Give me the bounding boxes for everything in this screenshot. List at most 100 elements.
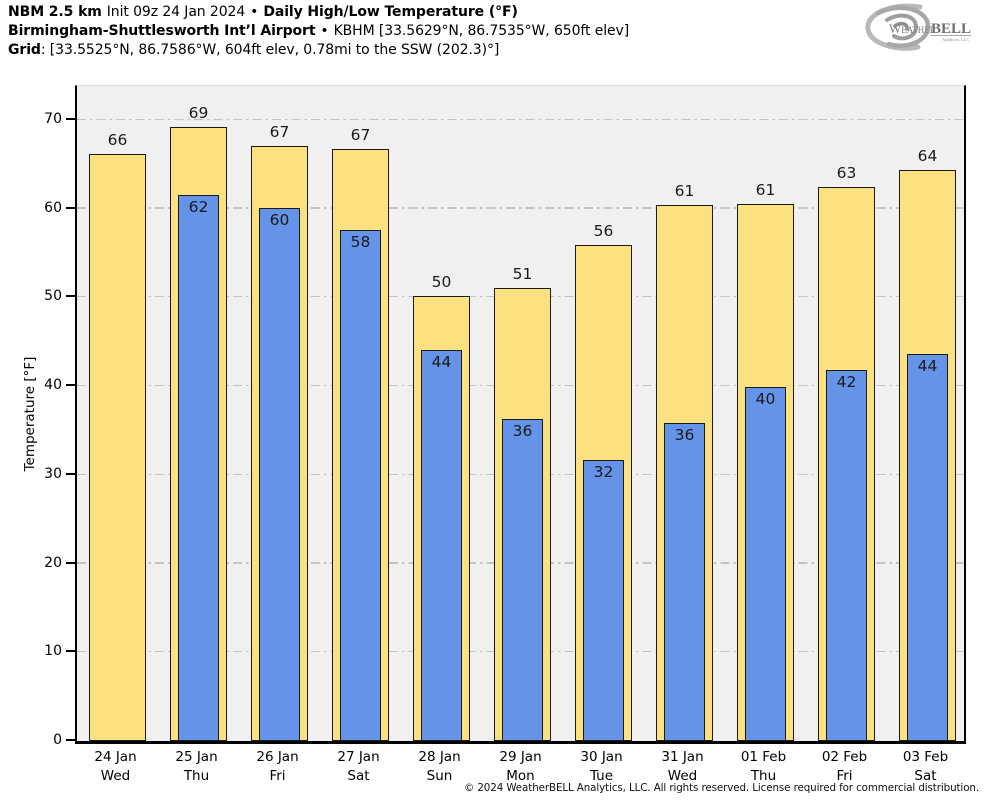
grid-label: Grid [8,42,41,58]
low-bar [178,195,219,741]
x-tick-day: Fri [836,768,853,784]
x-tick-label-28-Jan: 28 Jan Sun [399,748,480,786]
x-tick-day: Sun [426,768,453,784]
y-tick-label-70: 70 [44,110,62,127]
x-tick-date: 31 Jan [661,749,704,765]
low-bar [583,459,624,741]
low-bar [340,229,381,741]
x-tick-label-03-Feb: 03 Feb Sat [885,748,966,786]
grid-coordinates: : [33.5525°N, 86.7586°W, 604ft elev, 0.7… [40,42,500,58]
x-tick-label-30-Jan: 30 Jan Tue [561,748,642,786]
y-axis-tick-labels: 0 10 20 30 40 50 60 70 [0,86,62,748]
high-value-label: 63 [836,164,857,183]
x-tick-date: 24 Jan [94,749,137,765]
y-tick-mark-40 [66,384,75,387]
low-value-label: 42 [836,373,857,392]
low-bar [745,386,786,741]
plot-area: 66 69 62 67 60 67 58 50 44 51 36 56 32 61 36 61 40 63 42 64… [75,85,966,744]
x-tick-day: Thu [750,768,777,784]
x-tick-date: 29 Jan [499,749,542,765]
x-tick-day: Sat [347,768,370,784]
low-bar [826,370,867,741]
low-value-label: 32 [593,462,614,481]
header-line-2: Birmingham-Shuttlesworth Int’l Airport • K… [8,22,629,41]
bullet-separator: • [320,23,329,39]
x-tick-day: Mon [506,768,535,784]
y-tick-mark-30 [66,472,75,475]
x-tick-day: Sat [914,768,937,784]
low-bar [502,418,543,741]
high-value-label: 50 [431,272,452,291]
high-value-label: 64 [917,146,938,165]
logo-subtext: Analytics LLC [942,37,969,42]
low-value-label: 44 [431,352,452,371]
low-bar [421,349,462,741]
gridline-70 [77,118,964,120]
y-tick-label-40: 40 [44,377,62,394]
swirl-icon [865,3,931,51]
high-value-label: 61 [674,182,695,201]
x-tick-day: Fri [269,768,286,784]
low-bar [259,207,300,741]
copyright-notice: © 2024 WeatherBELL Analytics, LLC. All r… [463,782,979,794]
station-name: Birmingham-Shuttlesworth Int’l Airport [8,23,316,39]
low-value-label: 58 [350,232,371,251]
x-tick-day: Wed [667,768,698,784]
low-value-label: 40 [755,389,776,408]
low-value-label: 36 [512,421,533,440]
x-tick-date: 25 Jan [175,749,218,765]
high-value-label: 67 [350,126,371,145]
plot-inner: 66 69 62 67 60 67 58 50 44 51 36 56 32 61 36 61 40 63 42 64… [77,87,964,741]
x-tick-day: Wed [100,768,131,784]
x-tick-date: 27 Jan [337,749,380,765]
y-tick-label-60: 60 [44,199,62,216]
low-value-label: 44 [917,357,938,376]
low-value-label: 62 [188,198,209,217]
y-tick-label-50: 50 [44,288,62,305]
x-tick-label-31-Jan: 31 Jan Wed [642,748,723,786]
x-tick-date: 02 Feb [821,749,868,765]
y-tick-label-10: 10 [44,643,62,660]
low-value-label: 60 [269,210,290,229]
y-tick-mark-0 [66,739,75,741]
low-bar [907,354,948,741]
y-tick-mark-70 [66,117,75,120]
x-tick-date: 30 Jan [580,749,623,765]
high-value-label: 66 [107,131,128,150]
x-tick-label-29-Jan: 29 Jan Mon [480,748,561,786]
model-name: NBM 2.5 km [8,4,102,20]
x-tick-label-27-Jan: 27 Jan Sat [318,748,399,786]
gridline-60 [77,207,964,209]
station-coordinates: KBHM [33.5629°N, 86.7535°W, 650ft elev] [333,23,630,39]
x-tick-label-25-Jan: 25 Jan Thu [156,748,237,786]
header-line-3: Grid: [33.5525°N, 86.7586°W, 604ft elev,… [8,41,629,60]
x-tick-day: Tue [589,768,614,784]
x-tick-date: 01 Feb [740,749,787,765]
x-tick-label-26-Jan: 26 Jan Fri [237,748,318,786]
x-tick-label-02-Feb: 02 Feb Fri [804,748,885,786]
high-value-label: 51 [512,265,533,284]
x-tick-day: Thu [183,768,210,784]
x-tick-date: 26 Jan [256,749,299,765]
high-value-label: 61 [755,181,776,200]
y-tick-mark-20 [66,561,75,564]
chart-header: NBM 2.5 km Init 09z 24 Jan 2024 • Daily Hig… [8,3,629,60]
header-line-1: NBM 2.5 km Init 09z 24 Jan 2024 • Daily Hig… [8,3,629,22]
y-tick-mark-60 [66,206,75,209]
x-tick-label-24-Jan: 24 Jan Wed [75,748,156,786]
logo-bell-text: BELL [931,21,971,37]
y-tick-label-30: 30 [44,465,62,482]
logo-weather-text: Weather [889,21,936,36]
low-value-label: 36 [674,426,695,445]
x-tick-date: 28 Jan [418,749,461,765]
y-tick-label-0: 0 [53,732,62,748]
x-tick-date: 03 Feb [902,749,949,765]
y-tick-mark-50 [66,295,75,298]
weatherbell-logo: Weather BELL Analytics LLC [865,3,971,51]
high-value-label: 69 [188,103,209,122]
y-tick-label-20: 20 [44,554,62,571]
x-axis-tick-labels: 24 Jan Wed 25 Jan Thu 26 Jan Fri 27 Jan Sat 28 J… [75,748,966,790]
bullet-separator: • [250,4,259,20]
y-tick-mark-10 [66,650,75,653]
y-axis-tick-marks [66,86,75,741]
